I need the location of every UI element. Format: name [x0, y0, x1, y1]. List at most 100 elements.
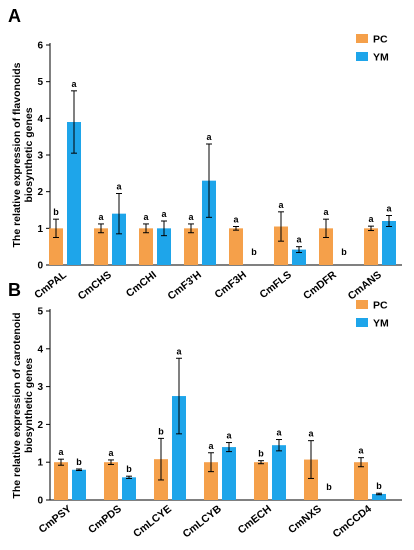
- y-axis-title-line: biosynthetic genes: [23, 107, 35, 202]
- bar-PC: [139, 228, 153, 265]
- bar-PC: [49, 228, 63, 265]
- y-axis-title-line: biosynthetic genes: [23, 358, 35, 453]
- y-tick-label: 3: [37, 151, 43, 162]
- y-tick-label: 4: [37, 344, 43, 355]
- significance-letter: a: [116, 182, 122, 192]
- significance-letter: b: [251, 247, 257, 257]
- bar-YM: [172, 396, 186, 500]
- bar-YM: [202, 180, 216, 265]
- category-label: CmFLS: [257, 269, 293, 301]
- bar-PC: [319, 228, 333, 265]
- category-label: CmANS: [346, 269, 384, 303]
- significance-letter: a: [208, 441, 214, 451]
- significance-letter: a: [143, 212, 149, 222]
- significance-letter: b: [158, 426, 164, 436]
- significance-letter: a: [108, 448, 114, 458]
- significance-letter: a: [276, 428, 282, 438]
- bar-PC: [364, 228, 378, 265]
- category-label: CmLCYB: [181, 503, 225, 541]
- y-tick-label: 5: [37, 307, 43, 318]
- bar-YM: [122, 477, 136, 500]
- legend-swatch-PC: [356, 34, 368, 43]
- bar-YM: [372, 493, 386, 500]
- significance-letter: a: [98, 212, 104, 222]
- bar-YM: [67, 122, 81, 265]
- significance-letter: a: [233, 215, 239, 225]
- y-tick-label: 6: [37, 41, 43, 52]
- category-label: CmCHI: [124, 269, 159, 300]
- y-axis-title-line: The relative expression of carotenoid: [11, 312, 23, 498]
- category-label: CmDFR: [301, 269, 339, 302]
- panel-label: B: [8, 280, 21, 300]
- significance-letter: a: [188, 212, 194, 222]
- y-axis-title-line: The relative expression of flavonoids: [11, 62, 23, 247]
- y-tick-label: 1: [37, 224, 43, 235]
- category-label: CmPAL: [32, 269, 69, 302]
- legend-label: YM: [373, 318, 389, 330]
- significance-letter: a: [161, 209, 167, 219]
- y-axis-title: The relative expression of carotenoidbio…: [11, 312, 35, 498]
- chart-panel-A: A The relative expression of flavonoidsbi…: [8, 6, 402, 303]
- significance-letter: b: [53, 207, 59, 217]
- bar-YM: [222, 447, 236, 500]
- category-label: CmNXS: [286, 503, 324, 536]
- panel-label: A: [8, 6, 21, 26]
- category-label: CmPSY: [37, 503, 74, 536]
- significance-letter: a: [58, 447, 64, 457]
- significance-letter: a: [176, 346, 182, 356]
- bar-PC: [54, 462, 68, 500]
- bar-PC: [204, 462, 218, 500]
- significance-letter: b: [126, 464, 132, 474]
- bar-PC: [354, 462, 368, 500]
- significance-letter: a: [206, 132, 212, 142]
- significance-letter: a: [71, 79, 77, 89]
- chart-panel-B: B The relative expression of carotenoidbi…: [8, 280, 402, 540]
- significance-letter: a: [323, 207, 329, 217]
- category-label: CmCCD4: [331, 503, 374, 541]
- y-tick-label: 3: [37, 382, 43, 393]
- bar-YM: [72, 469, 86, 500]
- significance-letter: a: [368, 214, 374, 224]
- significance-letter: a: [358, 446, 364, 456]
- bar-PC: [94, 228, 108, 265]
- category-label: CmECH: [236, 503, 274, 537]
- legend-label: PC: [373, 300, 388, 312]
- y-tick-label: 1: [37, 458, 43, 469]
- bar-PC: [274, 226, 288, 265]
- y-tick-label: 0: [37, 261, 43, 272]
- category-label: CmF3'H: [166, 269, 204, 303]
- y-tick-label: 2: [37, 420, 43, 431]
- legend-label: YM: [373, 52, 389, 64]
- y-tick-label: 4: [37, 114, 43, 125]
- legend-swatch-PC: [356, 300, 368, 309]
- bar-PC: [304, 459, 318, 500]
- bar-YM: [112, 213, 126, 265]
- legend-swatch-YM: [356, 52, 368, 61]
- significance-letter: b: [341, 247, 347, 257]
- significance-letter: a: [226, 431, 232, 441]
- significance-letter: b: [326, 482, 332, 492]
- legend-swatch-YM: [356, 318, 368, 327]
- y-tick-label: 5: [37, 77, 43, 88]
- y-tick-label: 2: [37, 187, 43, 198]
- significance-letter: b: [258, 449, 264, 459]
- significance-letter: a: [296, 235, 302, 245]
- bar-PC: [184, 228, 198, 265]
- y-tick-label: 0: [37, 496, 43, 507]
- significance-letter: b: [76, 457, 82, 467]
- significance-letter: a: [386, 204, 392, 214]
- category-label: CmF3H: [212, 269, 248, 301]
- significance-letter: a: [308, 429, 314, 439]
- y-axis-title: The relative expression of flavonoidsbio…: [11, 62, 35, 247]
- bar-YM: [157, 228, 171, 265]
- legend-label: PC: [373, 34, 388, 46]
- significance-letter: b: [376, 481, 382, 491]
- bar-YM: [292, 249, 306, 265]
- bar-YM: [382, 221, 396, 265]
- bar-PC: [229, 228, 243, 265]
- bar-PC: [254, 462, 268, 500]
- bar-YM: [272, 445, 286, 500]
- category-label: CmLCYE: [131, 503, 174, 540]
- category-label: CmCHS: [76, 269, 114, 303]
